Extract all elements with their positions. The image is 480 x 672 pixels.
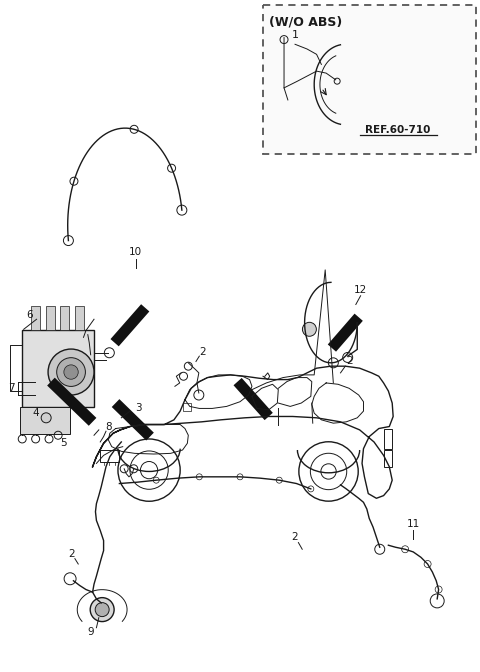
Text: 8: 8 [105,421,112,431]
Circle shape [64,365,78,379]
Bar [60,306,69,330]
Text: 2: 2 [68,549,75,559]
Text: 11: 11 [407,519,420,529]
Bar [384,450,392,467]
Text: 3: 3 [135,403,142,413]
Text: 2: 2 [292,532,299,542]
Polygon shape [47,378,96,426]
Bar [20,407,70,433]
Polygon shape [233,378,273,420]
Circle shape [90,597,114,622]
Text: REF.60-710: REF.60-710 [365,125,431,135]
FancyBboxPatch shape [263,5,476,154]
Circle shape [41,413,51,423]
Text: 6: 6 [26,310,33,320]
Text: 1: 1 [291,30,299,40]
Bar [32,306,40,330]
Circle shape [95,603,109,617]
Polygon shape [328,314,363,351]
Text: 10: 10 [129,247,142,257]
Bar [74,306,84,330]
Circle shape [302,323,316,336]
Bar [384,429,392,449]
Polygon shape [110,304,149,346]
Polygon shape [112,399,154,441]
Text: 9: 9 [87,628,94,638]
Bar [22,330,94,407]
Circle shape [48,349,94,395]
Text: 7: 7 [8,383,14,393]
Text: 2: 2 [346,356,352,366]
Circle shape [57,358,85,386]
Text: (W/O ABS): (W/O ABS) [269,15,342,28]
Bar [182,403,191,411]
Text: 2: 2 [199,347,206,357]
Text: 5: 5 [60,438,67,448]
Text: 4: 4 [32,408,39,418]
Bar [46,306,55,330]
Text: 12: 12 [354,286,367,296]
Bar [100,450,120,462]
